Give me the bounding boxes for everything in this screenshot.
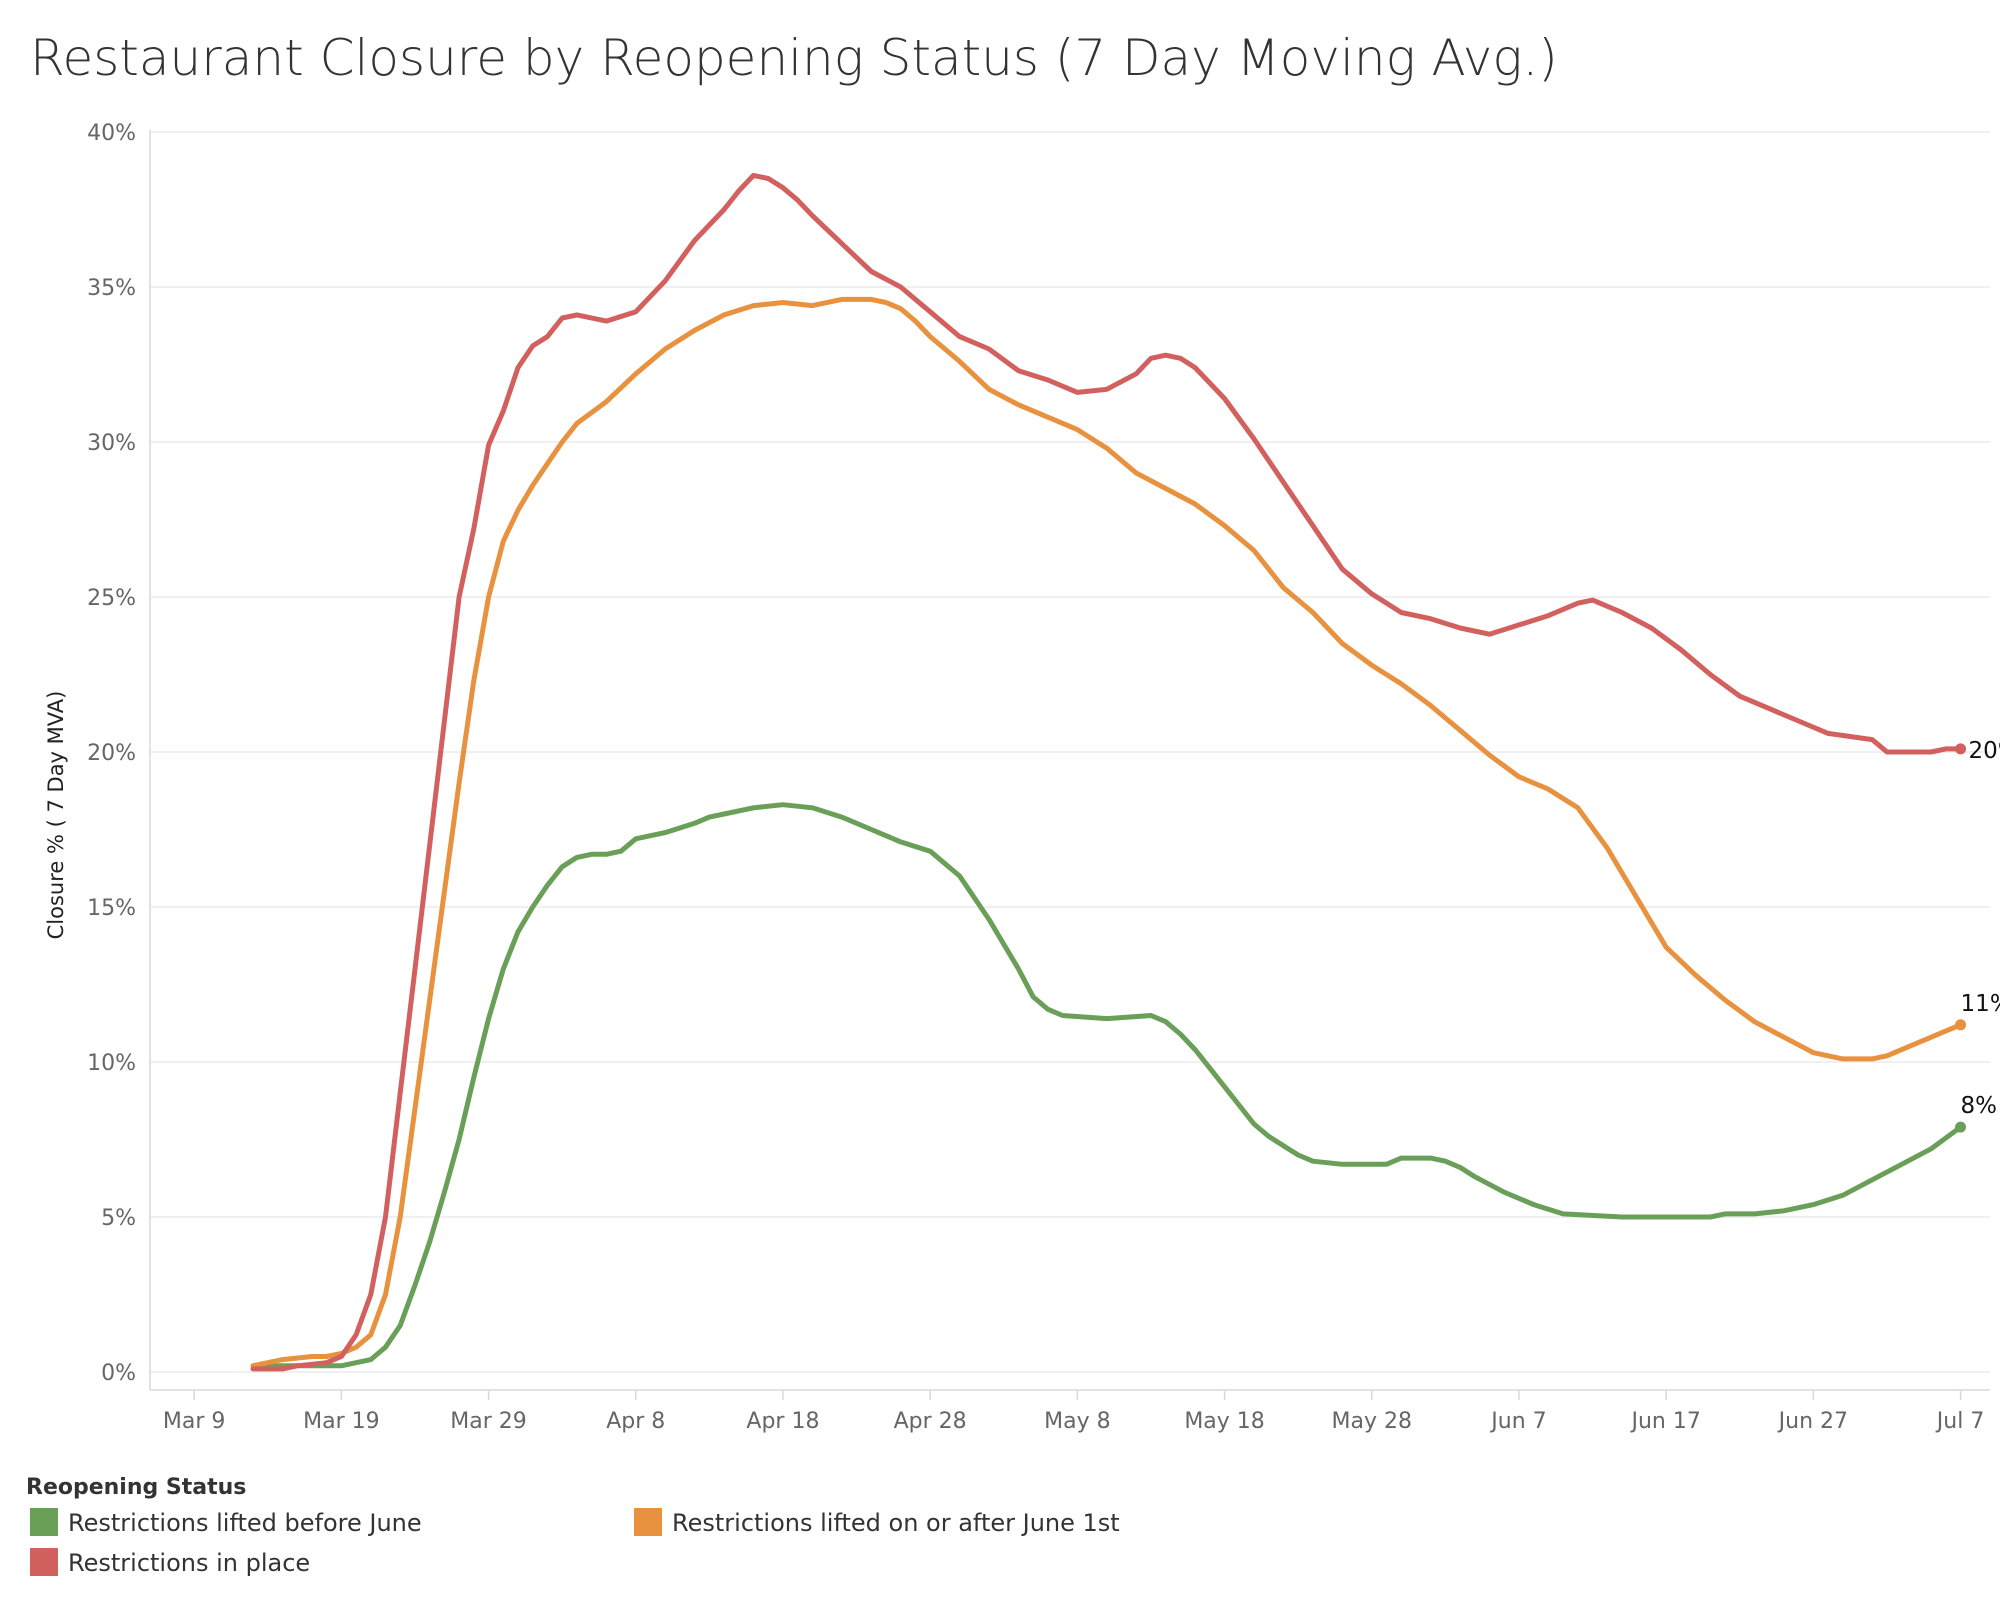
series-end-point-red[interactable] bbox=[1955, 743, 1967, 755]
y-tick-label: 15% bbox=[87, 896, 136, 921]
x-tick-label: Mar 29 bbox=[450, 1409, 527, 1434]
series-lines bbox=[250, 172, 1964, 1372]
chart-title: Restaurant Closure by Reopening Status (… bbox=[30, 29, 1558, 87]
x-tick-label: Mar 9 bbox=[163, 1409, 226, 1434]
x-tick-label: Jun 27 bbox=[1777, 1409, 1848, 1434]
y-axis-label: Closure % ( 7 Day MVA) bbox=[44, 691, 68, 940]
legend: Reopening Status Restrictions lifted bef… bbox=[26, 1475, 1120, 1577]
series-end-point-orange[interactable] bbox=[1955, 1019, 1967, 1031]
legend-label-restrictions-in-place: Restrictions in place bbox=[68, 1549, 310, 1577]
y-tick-label: 20% bbox=[87, 741, 136, 766]
y-tick-label: 35% bbox=[87, 276, 136, 301]
y-tick-label: 25% bbox=[87, 586, 136, 611]
x-tick-label: May 18 bbox=[1184, 1409, 1264, 1434]
legend-item-orange[interactable]: Restrictions lifted on or after June 1st bbox=[634, 1508, 1120, 1537]
legend-item-red[interactable]: Restrictions in place bbox=[30, 1548, 310, 1577]
gridlines bbox=[150, 131, 1990, 1373]
legend-swatch-restrictions-lifted-on-or-after-june-1st bbox=[634, 1508, 662, 1536]
axes bbox=[149, 130, 1990, 1391]
x-tick-label: Apr 8 bbox=[606, 1409, 665, 1434]
x-tick-label: Jun 7 bbox=[1489, 1409, 1546, 1434]
legend-swatch-restrictions-in-place bbox=[30, 1548, 58, 1576]
x-tick-label: May 28 bbox=[1332, 1409, 1412, 1434]
x-tick-label: Apr 28 bbox=[894, 1409, 967, 1434]
x-tick-label: Jul 7 bbox=[1935, 1409, 1985, 1434]
y-tick-label: 5% bbox=[101, 1206, 136, 1231]
series-end-point-green[interactable] bbox=[1955, 1121, 1967, 1133]
y-axis-ticks: 0% 5% 10% 15% 20% 25% 30% 35% 40% bbox=[87, 121, 136, 1386]
x-tick-label: Apr 18 bbox=[746, 1409, 819, 1434]
series-end-label-red: 20% bbox=[1969, 738, 2000, 764]
series-line-orange[interactable] bbox=[250, 296, 1964, 1369]
y-tick-label: 30% bbox=[87, 431, 136, 456]
series-end-markers: 8% 11% 20% bbox=[1955, 738, 2000, 1133]
legend-item-green[interactable]: Restrictions lifted before June bbox=[30, 1508, 422, 1537]
y-tick-label: 40% bbox=[87, 121, 136, 146]
x-tick-label: Mar 19 bbox=[303, 1409, 380, 1434]
series-line-red[interactable] bbox=[250, 172, 1964, 1372]
x-tick-label: May 8 bbox=[1044, 1409, 1110, 1434]
series-line-green[interactable] bbox=[250, 802, 1964, 1369]
legend-label-restrictions-lifted-before-june: Restrictions lifted before June bbox=[68, 1509, 422, 1537]
y-tick-label: 0% bbox=[101, 1361, 136, 1386]
legend-title: Reopening Status bbox=[26, 1475, 246, 1500]
x-axis-ticks: Mar 9 Mar 19 Mar 29 Apr 8 Apr 18 Apr 28 May 8 M… bbox=[163, 1390, 1984, 1434]
y-tick-label: 10% bbox=[87, 1051, 136, 1076]
legend-label-restrictions-lifted-on-or-after-june-1st: Restrictions lifted on or after June 1st bbox=[672, 1509, 1120, 1537]
legend-swatch-restrictions-lifted-before-june bbox=[30, 1508, 58, 1536]
series-end-label-orange: 11% bbox=[1961, 991, 2000, 1017]
series-end-label-green: 8% bbox=[1961, 1093, 1998, 1119]
x-tick-label: Jun 17 bbox=[1629, 1409, 1700, 1434]
